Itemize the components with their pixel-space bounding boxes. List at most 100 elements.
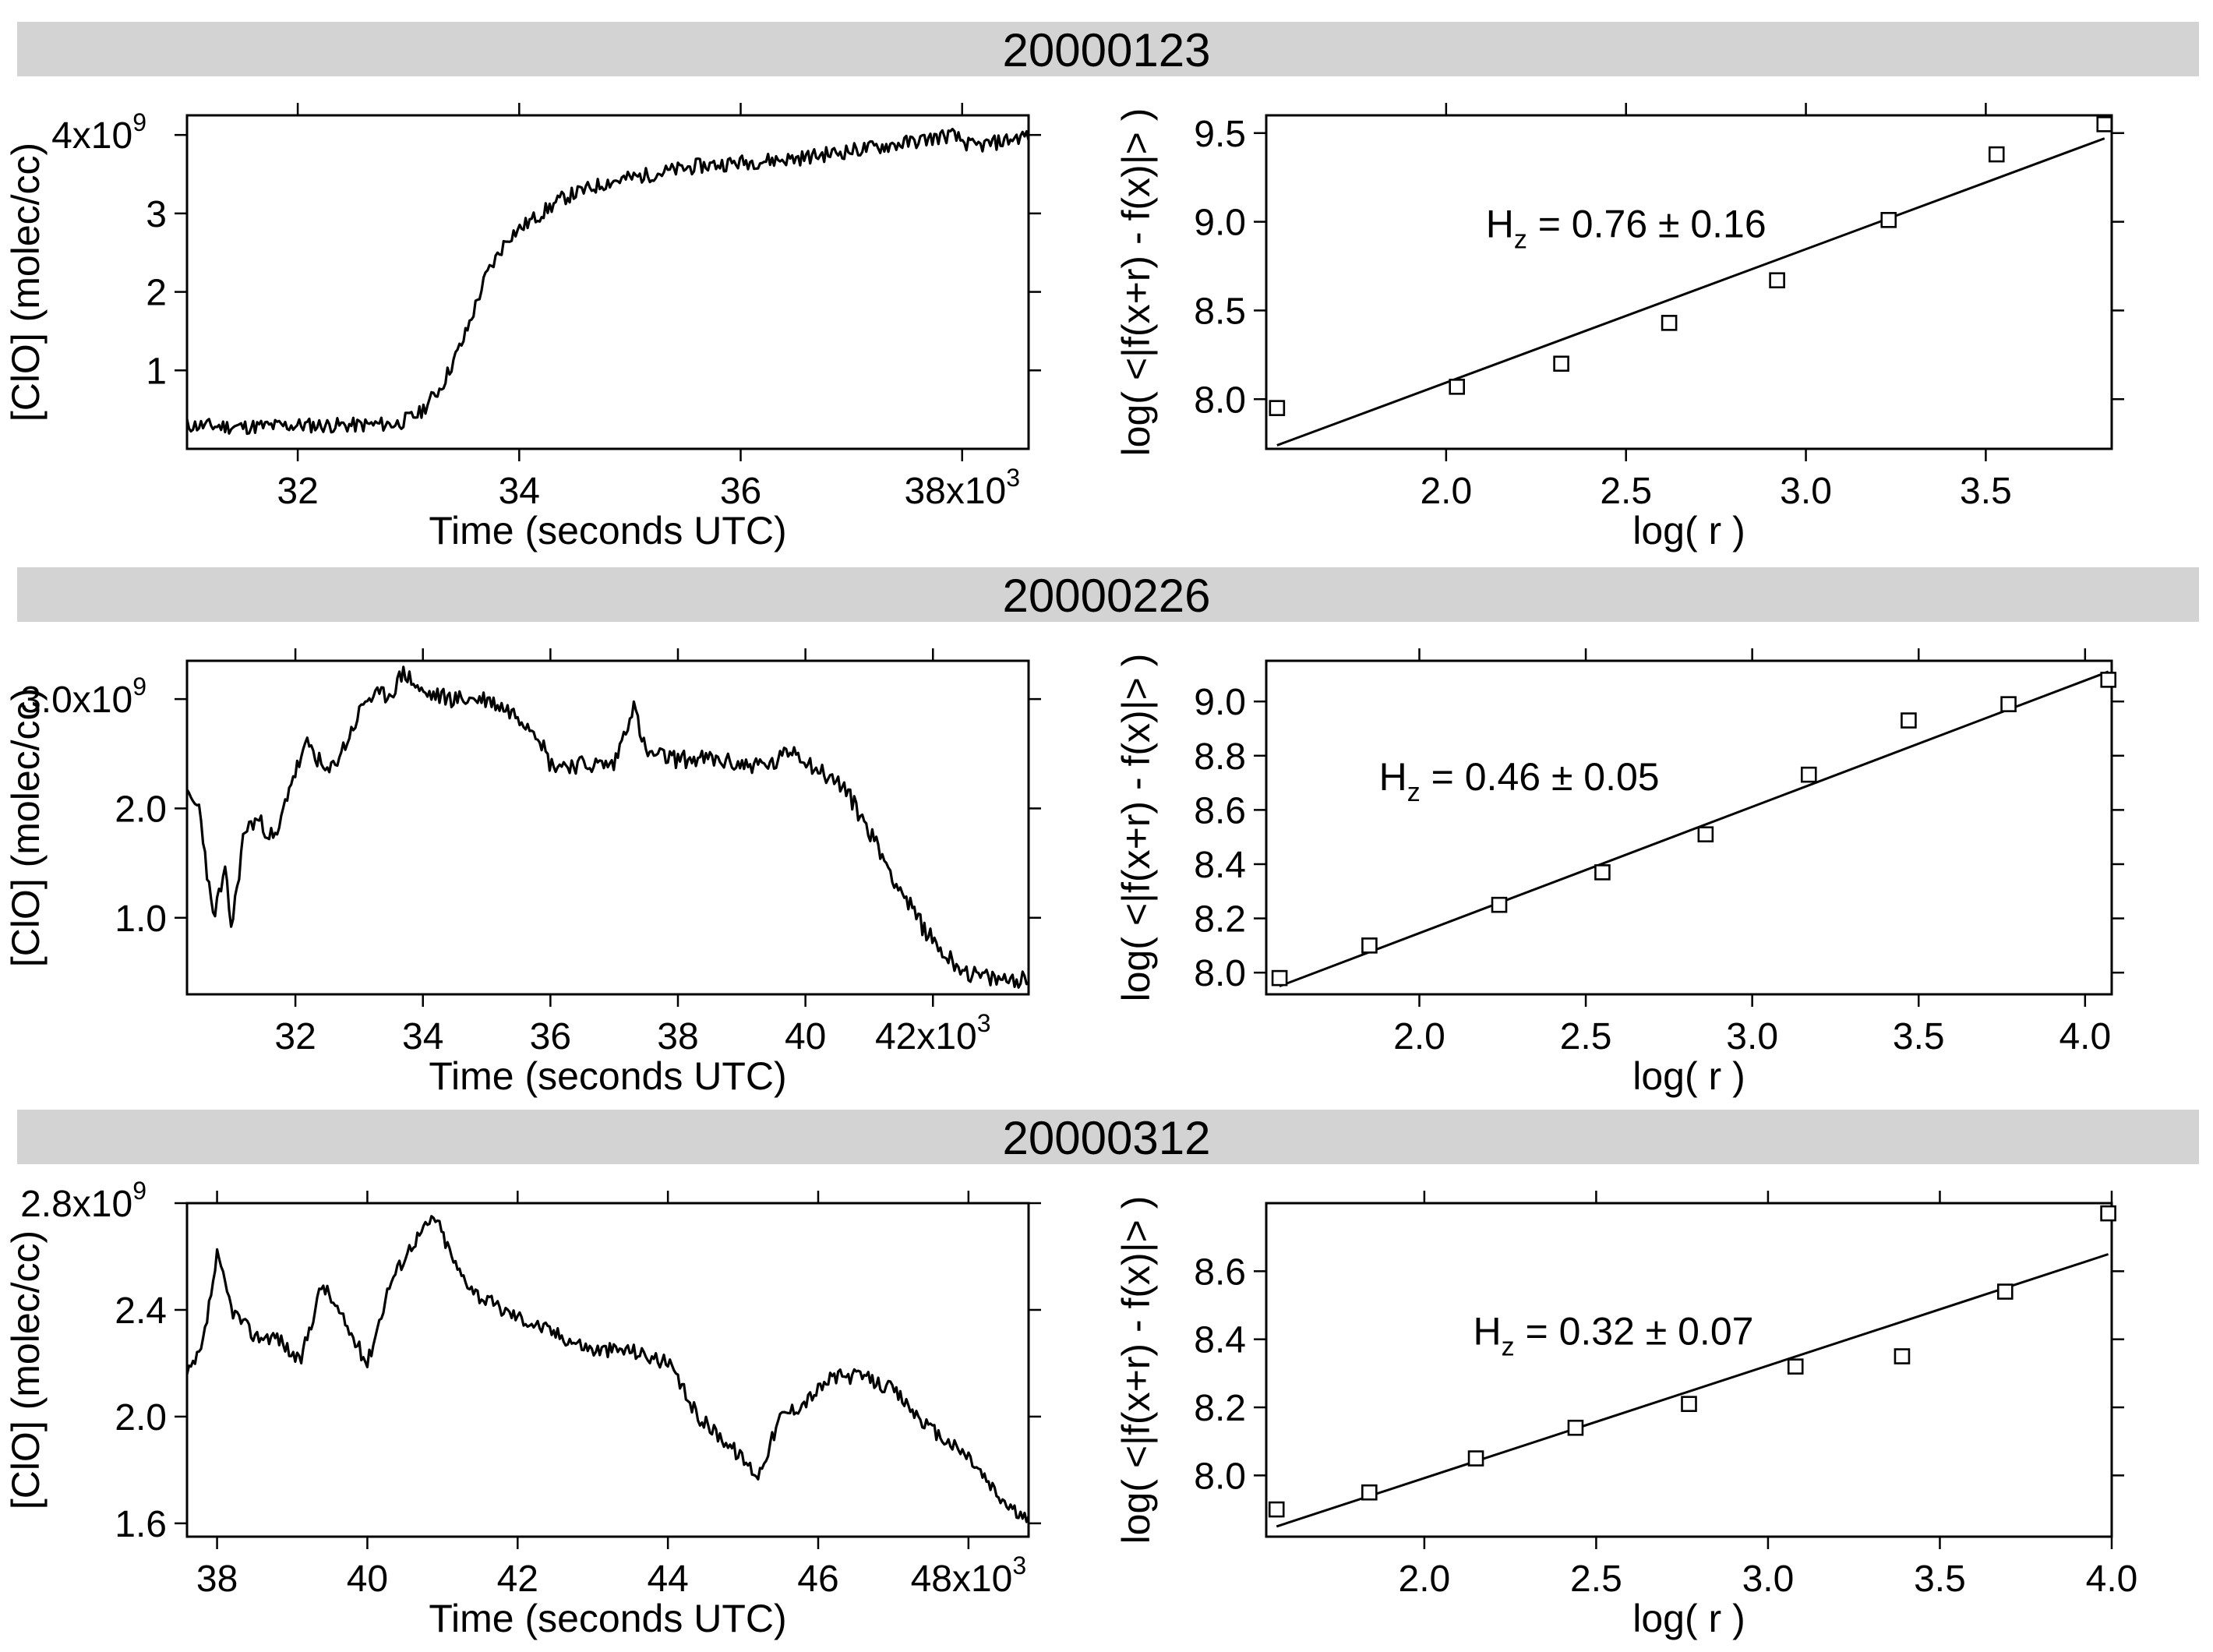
hurst-value: = 0.32 ± 0.07 bbox=[1515, 1310, 1754, 1354]
data-point-marker bbox=[1894, 1348, 1911, 1364]
x-tick-text: 36 bbox=[720, 471, 761, 512]
x-axis-label: Time (seconds UTC) bbox=[429, 1054, 786, 1098]
data-point-marker bbox=[1996, 1283, 2014, 1300]
x-tick-exponent: 3 bbox=[1012, 1551, 1026, 1580]
fit-line bbox=[1279, 670, 2109, 987]
x-tick-text: 44 bbox=[647, 1558, 688, 1600]
hurst-symbol: H bbox=[1473, 1310, 1501, 1354]
x-axis-label: log( r ) bbox=[1632, 509, 1745, 552]
timeseries-axes-frame bbox=[185, 659, 1030, 996]
y-tick-text: 8.0 bbox=[1194, 1456, 1246, 1497]
clo-series-line bbox=[185, 128, 1030, 436]
x-tick-text: 36 bbox=[530, 1016, 571, 1057]
x-tick-label: 2.0 bbox=[1393, 1016, 1445, 1057]
x-tick-label: 2.5 bbox=[1570, 1558, 1622, 1600]
x-tick-text: 42 bbox=[497, 1558, 538, 1600]
x-tick-text: 38 bbox=[196, 1558, 238, 1600]
y-tick-text: 8.2 bbox=[1194, 1388, 1246, 1429]
y-tick-text: 9.0 bbox=[1194, 203, 1246, 244]
x-tick-label: 44 bbox=[647, 1558, 688, 1600]
x-tick-label: 36 bbox=[530, 1016, 571, 1057]
x-tick-label: 46 bbox=[797, 1558, 838, 1600]
x-tick-exponent: 3 bbox=[1006, 464, 1020, 492]
y-tick-text: 8.4 bbox=[1194, 1320, 1246, 1361]
y-tick-exponent: 9 bbox=[132, 108, 146, 136]
y-tick-text: 1.6 bbox=[115, 1504, 167, 1545]
x-tick-label: 42x103 bbox=[875, 1009, 991, 1057]
x-tick-label: 48x103 bbox=[911, 1551, 1027, 1600]
x-tick-label: 36 bbox=[720, 471, 761, 512]
x-tick-label: 32 bbox=[277, 471, 318, 512]
data-point-marker bbox=[1787, 1358, 1804, 1375]
x-tick-label: 38x103 bbox=[904, 464, 1020, 512]
data-point-marker bbox=[2096, 116, 2113, 132]
hurst-value: = 0.76 ± 0.16 bbox=[1527, 203, 1767, 246]
y-tick-text: 8.2 bbox=[1194, 899, 1246, 941]
y-tick-label: 4x109 bbox=[51, 108, 146, 157]
x-tick-text: 3.0 bbox=[1780, 471, 1832, 512]
x-tick-exponent: 3 bbox=[977, 1009, 991, 1037]
hurst-value: = 0.46 ± 0.05 bbox=[1421, 755, 1660, 799]
data-point-marker bbox=[1988, 146, 2005, 163]
y-tick-label: 2.8x109 bbox=[20, 1177, 146, 1225]
x-tick-label: 42 bbox=[497, 1558, 538, 1600]
x-tick-label: 2.0 bbox=[1399, 1558, 1451, 1600]
hurst-symbol: H bbox=[1379, 755, 1407, 799]
y-axis-label: [ClO] (molec/cc) bbox=[4, 688, 48, 967]
data-point-marker bbox=[1271, 969, 1288, 987]
x-tick-text: 4.0 bbox=[2086, 1558, 2138, 1600]
data-point-marker bbox=[1901, 712, 1917, 729]
x-tick-label: 4.0 bbox=[2086, 1558, 2138, 1600]
y-tick-label: 1.0 bbox=[115, 898, 167, 940]
x-tick-label: 40 bbox=[347, 1558, 388, 1600]
x-tick-label: 3.5 bbox=[1914, 1558, 1966, 1600]
x-tick-label: 38 bbox=[657, 1016, 698, 1057]
y-tick-text: 3.0x10 bbox=[20, 680, 132, 721]
data-point-marker bbox=[1491, 896, 1508, 913]
x-tick-text: 3.0 bbox=[1726, 1016, 1778, 1057]
x-tick-text: 3.5 bbox=[1914, 1558, 1966, 1600]
x-tick-text: 42x10 bbox=[875, 1016, 977, 1057]
y-tick-label: 1 bbox=[146, 351, 167, 392]
timeseries-axes-frame bbox=[185, 114, 1030, 450]
y-tick-text: 8.6 bbox=[1194, 790, 1246, 831]
x-tick-text: 2.0 bbox=[1393, 1016, 1445, 1057]
hurst-exponent-label: Hz = 0.32 ± 0.07 bbox=[1473, 1310, 1753, 1362]
data-point-marker bbox=[1681, 1396, 1697, 1412]
x-tick-text: 40 bbox=[785, 1016, 826, 1057]
y-tick-label: 2 bbox=[146, 273, 167, 314]
y-tick-text: 2.4 bbox=[115, 1290, 167, 1332]
x-tick-label: 2.5 bbox=[1560, 1016, 1612, 1057]
x-tick-label: 3.0 bbox=[1742, 1558, 1795, 1600]
data-point-marker bbox=[1697, 826, 1714, 842]
data-point-marker bbox=[1361, 1484, 1378, 1501]
y-tick-label: 8.0 bbox=[1194, 379, 1246, 421]
y-tick-label: 8.8 bbox=[1194, 736, 1246, 778]
x-axis-label: log( r ) bbox=[1632, 1054, 1745, 1098]
y-tick-text: 8.5 bbox=[1194, 291, 1246, 332]
x-tick-text: 2.0 bbox=[1420, 471, 1472, 512]
panel-20000226: 20000226 32 34 36 38 40 42x103 1.0 2.0 3.0x109 Tim… bbox=[4, 567, 2199, 1098]
date-band bbox=[17, 1110, 2199, 1164]
panel-20000312: 20000312 38 40 42 44 46 48x103 1.6 2.0 2.4 2.8x109… bbox=[4, 1110, 2199, 1640]
x-tick-text: 48x10 bbox=[911, 1558, 1013, 1600]
y-tick-label: 8.6 bbox=[1194, 1251, 1246, 1293]
y-tick-label: 2.0 bbox=[115, 789, 167, 830]
date-label: 20000312 bbox=[1003, 1112, 1211, 1164]
y-tick-text: 1.0 bbox=[115, 898, 167, 940]
x-tick-text: 46 bbox=[797, 1558, 838, 1600]
hurst-subscript: z bbox=[1514, 225, 1527, 255]
x-tick-label: 34 bbox=[402, 1016, 443, 1057]
y-tick-text: 8.6 bbox=[1194, 1251, 1246, 1293]
data-point-marker bbox=[1449, 379, 1466, 395]
y-tick-text: 2.0 bbox=[115, 1397, 167, 1438]
x-tick-text: 2.5 bbox=[1600, 471, 1652, 512]
y-tick-label: 8.6 bbox=[1194, 790, 1246, 831]
data-point-marker bbox=[1269, 400, 1286, 416]
x-tick-text: 2.5 bbox=[1570, 1558, 1622, 1600]
x-tick-text: 38 bbox=[657, 1016, 698, 1057]
x-tick-text: 34 bbox=[402, 1016, 443, 1057]
x-tick-text: 3.5 bbox=[1893, 1016, 1945, 1057]
data-point-marker bbox=[2100, 1205, 2116, 1222]
y-axis-label: log( <|f(x+r) - f(x)|> ) bbox=[1114, 1196, 1158, 1544]
